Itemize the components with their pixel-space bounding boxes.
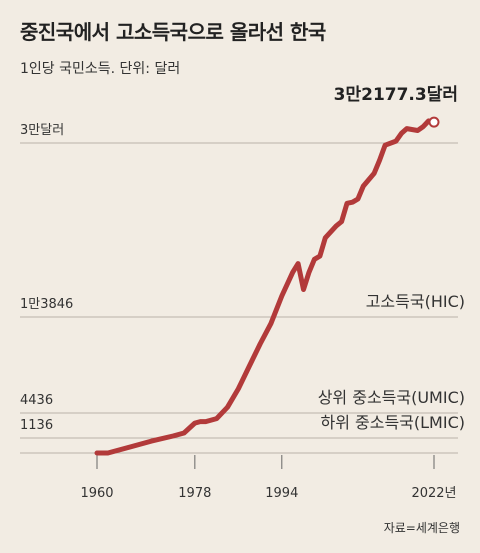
income-series-line	[94, 118, 437, 456]
x-tick-label-3: 2022년	[411, 486, 456, 501]
latest-value-label: 3만2177.3달러	[334, 84, 458, 105]
x-tick-label-1: 1978	[178, 486, 211, 501]
band-label-2: 하위 중소득국(LMIC)	[321, 413, 466, 432]
x-tick-label-2: 1994	[265, 486, 298, 501]
band-label-1: 상위 중소득국(UMIC)	[318, 388, 465, 407]
chart-subtitle: 1인당 국민소득. 단위: 달러	[20, 61, 181, 77]
x-tick-label-0: 1960	[80, 486, 113, 501]
data-source: 자료=세계은행	[383, 521, 460, 535]
y-tick-label-0: 3만달러	[20, 123, 64, 138]
y-tick-label-2: 4436	[20, 393, 53, 408]
y-tick-label-1: 1만3846	[20, 297, 73, 312]
latest-value-marker	[428, 116, 440, 128]
band-label-0: 고소득국(HIC)	[366, 292, 465, 311]
chart-title: 중진국에서 고소득국으로 올라선 한국	[20, 20, 326, 44]
y-tick-label-3: 1136	[20, 418, 53, 433]
